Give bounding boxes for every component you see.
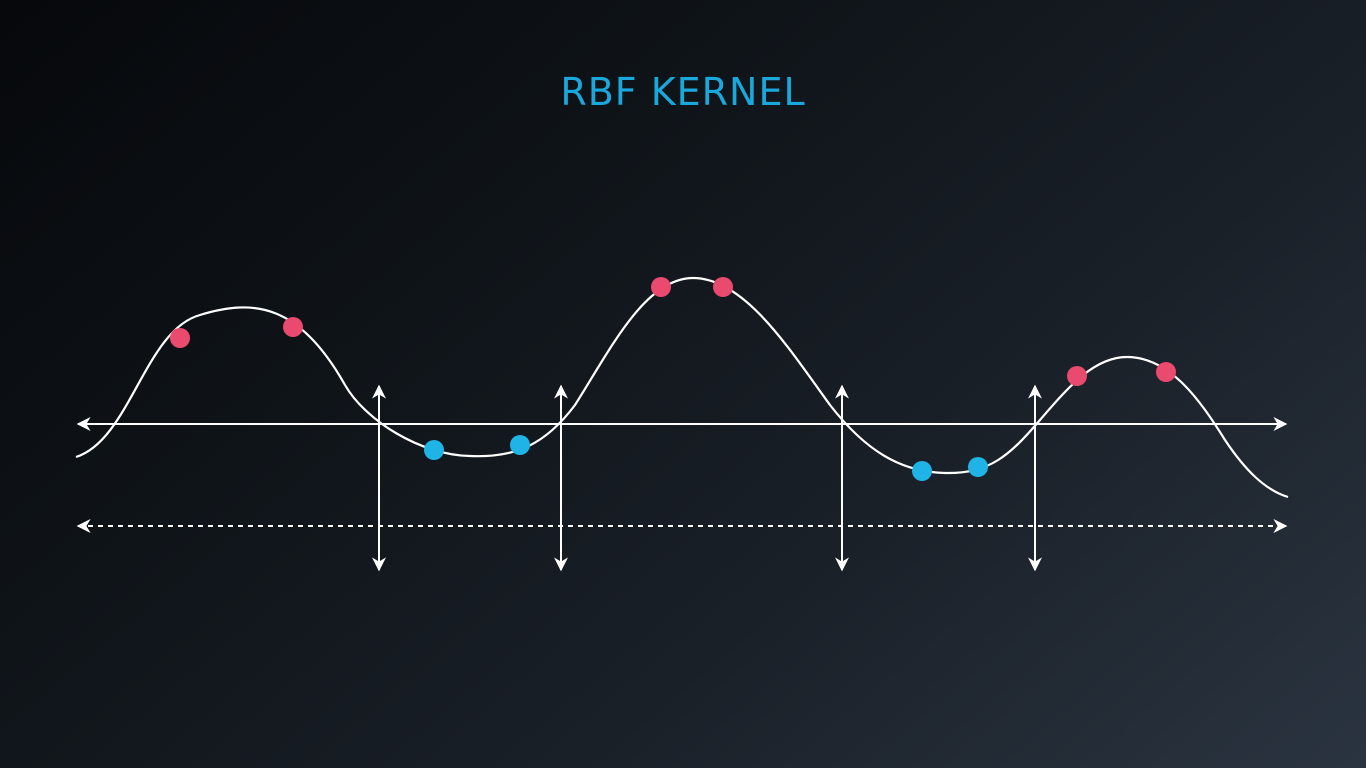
positive-point <box>713 277 733 297</box>
negative-point <box>424 440 444 460</box>
positive-point <box>283 317 303 337</box>
negative-point <box>968 457 988 477</box>
positive-point <box>651 277 671 297</box>
negative-point <box>510 435 530 455</box>
negative-point <box>912 461 932 481</box>
positive-point <box>170 328 190 348</box>
positive-point <box>1156 362 1176 382</box>
rbf-curve <box>75 276 1289 499</box>
positive-point <box>1067 366 1087 386</box>
slide-title: RBF KERNEL <box>560 70 806 114</box>
